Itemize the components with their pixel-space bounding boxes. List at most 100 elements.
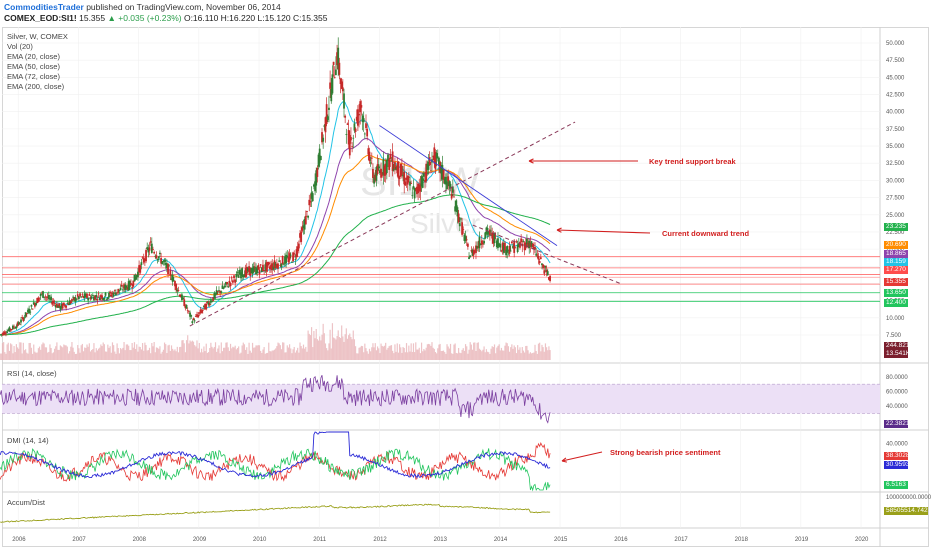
dmi-pane-title[interactable]: DMI (14, 14) [7, 436, 49, 445]
candle-body [249, 267, 252, 276]
volume-bar [301, 348, 303, 360]
legend-ema72[interactable]: EMA (72, close) [7, 72, 60, 81]
volume-bar [53, 348, 56, 360]
volume-bar [348, 335, 350, 360]
volume-bar [511, 344, 513, 360]
legend-ema20[interactable]: EMA (20, close) [7, 52, 60, 61]
ema200-line [0, 194, 551, 336]
candle-body [422, 173, 425, 177]
price-tag-support2: 12.400 [884, 299, 908, 307]
candle-body [97, 293, 100, 295]
candle-body [479, 243, 482, 245]
candle-body [167, 263, 169, 275]
volume-bar [138, 346, 140, 360]
volume-bar [100, 344, 102, 360]
price-tick-label: 25.000 [886, 213, 905, 219]
price-tick-label: 27.500 [886, 196, 905, 202]
accum-tag: 58505514.7425 [884, 507, 928, 515]
candle-body [439, 161, 441, 173]
candle-body [488, 229, 491, 236]
candle-body [279, 264, 282, 266]
candle-body [530, 241, 533, 247]
legend-ema200[interactable]: EMA (200, close) [7, 82, 65, 91]
volume-bar [295, 350, 298, 360]
candle-body [416, 186, 418, 194]
candle-body [411, 195, 414, 197]
candle-body [402, 174, 404, 177]
candle-body [396, 165, 399, 174]
volume-bar [477, 342, 479, 360]
volume-bar [238, 346, 240, 360]
volume-bar [196, 340, 198, 360]
candle-body [381, 175, 384, 177]
volume-bar [136, 344, 138, 360]
volume-bar [181, 340, 183, 360]
volume-bar [544, 343, 547, 360]
volume-bar [241, 345, 243, 360]
candle-body [480, 240, 483, 245]
candle-body [230, 277, 233, 279]
accum-pane-title[interactable]: Accum/Dist [7, 498, 45, 507]
volume-bar [71, 342, 73, 360]
candle-body [360, 105, 363, 108]
year-tick-label: 2019 [795, 537, 809, 543]
candle-body [184, 305, 187, 309]
candle-body [274, 263, 277, 266]
volume-bar [51, 353, 53, 360]
candle-body [365, 123, 367, 128]
legend-vol[interactable]: Vol (20) [7, 42, 33, 51]
candle-body [264, 264, 267, 271]
volume-bar [475, 351, 477, 360]
candle-body [8, 327, 11, 332]
volume-bar [3, 342, 5, 360]
volume-bar [480, 349, 482, 360]
candle-body [284, 256, 286, 264]
volume-bar [431, 342, 433, 360]
candle-body [427, 161, 430, 170]
candle-body [241, 268, 244, 277]
candle-body [282, 264, 285, 266]
volume-bar [334, 338, 336, 360]
rsi-pane-title[interactable]: RSI (14, close) [7, 369, 57, 378]
price-tick-label: 47.500 [886, 58, 905, 64]
candle-body [316, 167, 319, 177]
volume-bar [210, 342, 212, 360]
candle-body [409, 181, 411, 186]
volume-bar [455, 352, 457, 360]
author-link[interactable]: CommoditiesTrader [4, 2, 84, 12]
candle-body [420, 176, 423, 187]
candle-body [269, 266, 271, 270]
candle-body [388, 159, 391, 170]
candle-body [101, 295, 103, 300]
candle-body [175, 284, 178, 291]
dmi-tag-adx: 30.9593 [884, 461, 908, 469]
candle-body [103, 298, 106, 300]
volume-bar [173, 350, 175, 360]
volume-bar [207, 352, 210, 360]
volume-bar [72, 347, 74, 360]
volume-bar [245, 349, 247, 360]
candle-body [235, 273, 238, 278]
ema50-line [0, 137, 551, 336]
candle-body [236, 272, 239, 274]
legend-title: Silver, W, COMEX [7, 32, 68, 41]
volume-bar [379, 353, 381, 360]
volume-bar [15, 344, 17, 360]
volume-bar [342, 336, 344, 360]
volume-bar [75, 353, 78, 360]
candle-body [104, 292, 107, 296]
volume-bar [489, 353, 491, 360]
candle-body [105, 298, 108, 300]
candle-body [373, 177, 376, 184]
candle-body [309, 201, 312, 203]
volume-bar [62, 347, 64, 360]
candle-body [319, 155, 322, 160]
symbol-label[interactable]: COMEX_EOD:SI1! [4, 13, 77, 23]
volume-bar [290, 348, 292, 360]
legend-ema50[interactable]: EMA (50, close) [7, 62, 60, 71]
candle-body [133, 274, 136, 282]
candle-body [132, 280, 135, 287]
candle-body [549, 275, 551, 282]
volume-bar [69, 351, 71, 360]
